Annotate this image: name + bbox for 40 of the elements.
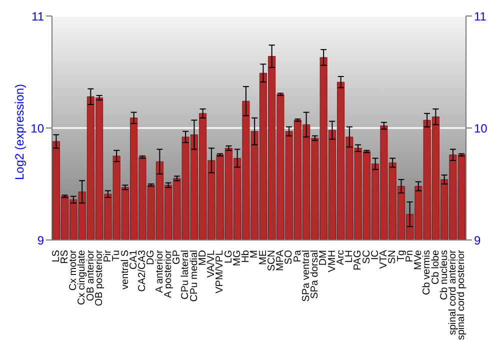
x-tick-label: Pn [404,250,416,262]
x-tick-label: A posterior [162,249,174,298]
x-tick-label: SCN [266,250,278,272]
x-tick-label: A anterior [154,249,166,293]
x-tick-label: Pa [292,250,304,262]
y-tick-label: 10 [30,121,44,136]
y2-tick-label: 9 [474,233,481,248]
y2-tick-label: 10 [474,121,488,136]
x-tick-label: Cb nucleus [438,250,450,300]
x-tick-label: Cb lobe [430,250,442,284]
x-tick-label: IC [370,250,381,260]
x-tick-label: OB posterior [94,249,105,306]
x-tick-label: Tu [111,250,122,262]
x-tick-label: LG [223,250,234,264]
x-tick-label: PAG [352,250,364,270]
x-tick-label: Cx cingulate [76,250,88,306]
x-tick-label: RS [59,250,70,264]
x-tick-label: OB anterior [85,249,96,302]
x-tick-label: SC [361,250,372,264]
y2-tick-label: 11 [474,9,487,24]
x-tick-label: SO [284,250,295,264]
x-tick-label: VPM/VPL [214,250,226,294]
x-tick-label: Tg [396,250,407,262]
y-tick-label: 11 [32,9,44,24]
x-tick-label: ME [258,250,269,265]
x-tick-label: Arc [335,250,346,265]
x-tick-label: CPu medial [188,250,200,302]
x-tick-label: MG [232,250,243,266]
x-tick-label: DG [146,250,157,265]
y-tick-label: 9 [37,233,44,248]
x-tick-label: LS [50,250,62,262]
x-tick-label: SN [387,250,398,264]
x-tick-label: CA1 [128,250,140,270]
x-tick-label: VMH [326,250,338,272]
x-tick-label: ventral S [120,250,131,290]
x-tick-label: spinal cord posterior [456,249,468,340]
x-tick-label: M [249,250,260,258]
x-tick-label: SPa ventral [300,250,312,302]
y-axis-title: Log2 (expression) [12,84,26,180]
x-tick-label: DM [318,250,330,266]
